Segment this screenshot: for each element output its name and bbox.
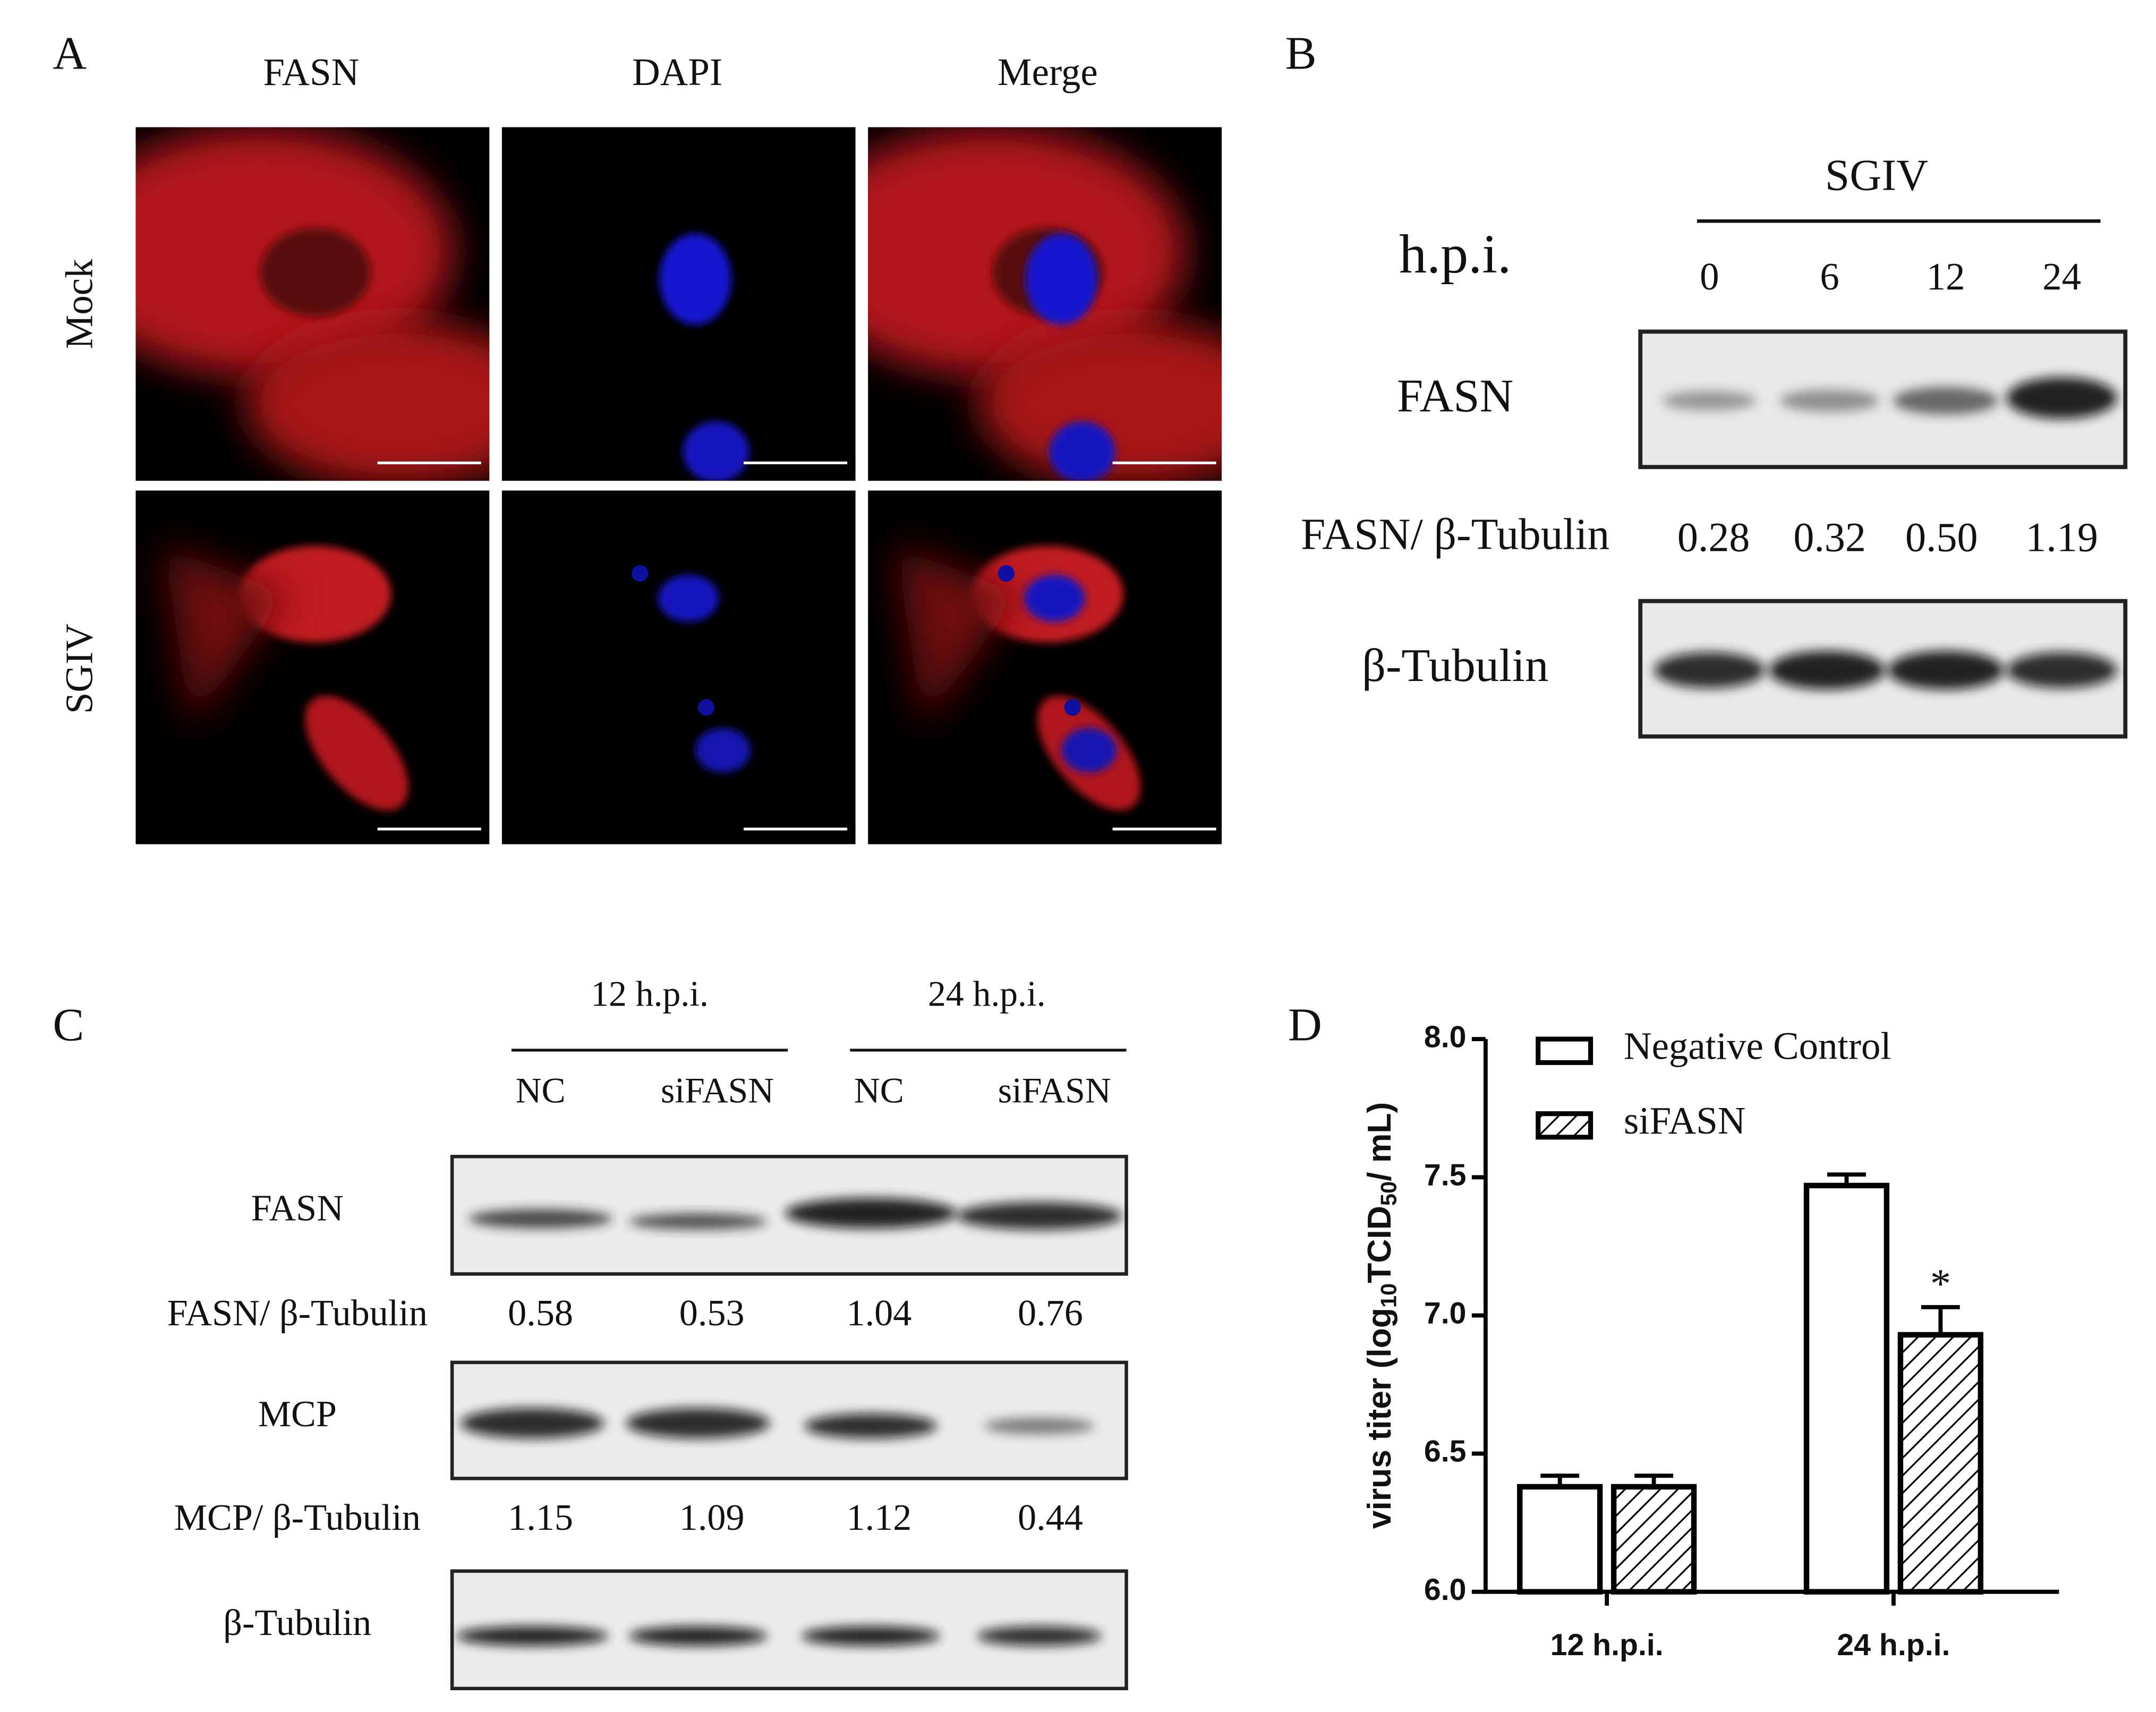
lane-label: 6 [1820,255,1839,298]
blot-label: β-Tubulin [1362,640,1548,692]
bar [1803,1182,1890,1595]
panel-label: D [1288,999,1322,1051]
group-label: SGIV [1825,151,1928,200]
blot [1638,599,2128,739]
y-tick-label: 8.0 [1424,1020,1467,1054]
y-tick-label: 6.0 [1424,1573,1467,1607]
blot-label: FASN [251,1187,344,1229]
blot [1638,329,2128,470]
blot [450,1360,1128,1480]
y-tick-label: 7.0 [1424,1297,1467,1331]
y-axis-label-part: 50 [1376,1181,1401,1206]
x-tick-label: 12 h.p.i. [1550,1628,1664,1662]
micrograph-grid [66,127,1222,845]
ratio-value: 0.28 [1677,514,1750,560]
y-tick-label: 7.5 [1424,1158,1467,1192]
ratio-value: 0.53 [679,1292,745,1334]
ratio-value: 1.09 [679,1497,745,1538]
y-tick-label: 6.5 [1424,1435,1467,1469]
lane-label: 0 [1700,255,1719,298]
blot [450,1569,1128,1691]
significance-mark: * [1930,1260,1951,1306]
bar [1610,1484,1697,1595]
time-label: h.p.i. [1399,223,1511,285]
ratio-value: 0.44 [1018,1497,1083,1538]
column-header: Merge [998,50,1098,93]
row-header: SGIV [57,624,100,714]
lane-label: NC [854,1071,904,1111]
panel-label: B [1285,28,1317,80]
panel-label: A [53,28,87,80]
group-label: 12 h.p.i. [591,974,709,1014]
row-header: Mock [57,259,100,349]
ratio-label: FASN/ β-Tubulin [167,1292,428,1334]
legend-swatch [1536,1111,1593,1140]
ratio-value: 1.04 [846,1292,911,1334]
bar [1897,1332,1983,1595]
blot-label: β-Tubulin [223,1602,371,1643]
ratio-value: 0.50 [1905,514,1978,560]
ratio-value: 1.19 [2025,514,2098,560]
lane-label: siFASN [661,1071,774,1111]
legend-swatch [1536,1036,1593,1065]
bar [1517,1484,1603,1595]
ratio-value: 0.58 [508,1292,573,1334]
panel-label: C [53,999,84,1051]
blot [450,1155,1128,1276]
ratio-value: 1.12 [846,1497,911,1538]
group-label: 24 h.p.i. [928,974,1046,1014]
lane-label: siFASN [998,1071,1111,1111]
ratio-value: 0.76 [1018,1292,1083,1334]
y-axis-label: virus titer (log10TCID50/ mL) [1361,1102,1401,1529]
lane-label: NC [516,1071,566,1111]
blot-label: FASN [1397,370,1514,422]
ratio-label: MCP/ β-Tubulin [174,1497,421,1538]
y-axis-label-part: TCID [1361,1206,1398,1283]
ratio-value: 0.32 [1793,514,1866,560]
legend-label: Negative Control [1624,1025,1891,1068]
ratio-value: 1.15 [508,1497,573,1538]
legend-label: siFASN [1624,1099,1745,1142]
column-header: DAPI [632,50,722,93]
column-header: FASN [263,50,359,93]
y-axis-label-part: 10 [1376,1283,1401,1308]
lane-label: 24 [2042,255,2081,298]
x-tick-label: 24 h.p.i. [1837,1628,1950,1662]
ratio-label: FASN/ β-Tubulin [1301,510,1609,559]
blot-label: MCP [258,1393,337,1435]
lane-label: 12 [1927,255,1965,298]
y-axis-label-part: / mL) [1361,1102,1398,1181]
y-axis-label-part: virus titer (log [1361,1308,1398,1529]
